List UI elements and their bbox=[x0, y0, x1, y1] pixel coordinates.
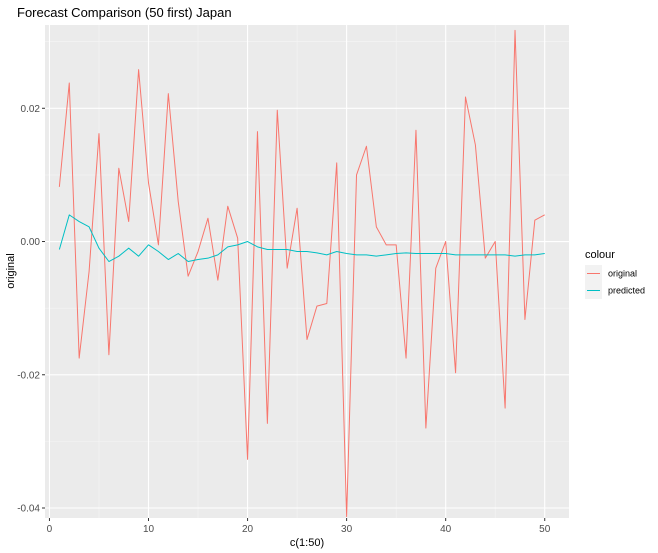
plot-panel bbox=[45, 25, 569, 518]
x-tick-label: 30 bbox=[341, 524, 353, 535]
x-tick-label: 20 bbox=[242, 524, 254, 535]
grid-major bbox=[45, 25, 569, 518]
y-tick-label: 0.00 bbox=[21, 237, 41, 248]
legend-title: colour bbox=[585, 249, 615, 261]
series-line-original bbox=[58, 29, 545, 518]
x-tick-label: 40 bbox=[440, 524, 452, 535]
y-axis-label: original bbox=[5, 253, 17, 288]
y-axis: -0.04 -0.02 0.00 0.02 bbox=[17, 104, 45, 515]
series-layer bbox=[58, 29, 545, 518]
x-axis: 0 10 20 30 40 50 bbox=[47, 518, 551, 535]
legend-label-predicted: predicted bbox=[608, 286, 645, 296]
grid-minor bbox=[45, 25, 569, 518]
y-tick-label: 0.02 bbox=[21, 104, 41, 115]
series-line-predicted bbox=[58, 214, 545, 263]
y-tick-label: -0.02 bbox=[17, 370, 40, 381]
x-tick-label: 10 bbox=[143, 524, 155, 535]
x-axis-label: c(1:50) bbox=[290, 537, 324, 549]
y-tick-label: -0.04 bbox=[17, 504, 40, 515]
x-tick-label: 50 bbox=[539, 524, 551, 535]
x-tick-label: 0 bbox=[47, 524, 53, 535]
legend: colour original predicted bbox=[585, 249, 645, 299]
chart-title: Forecast Comparison (50 first) Japan bbox=[17, 5, 232, 20]
legend-label-original: original bbox=[608, 269, 637, 279]
